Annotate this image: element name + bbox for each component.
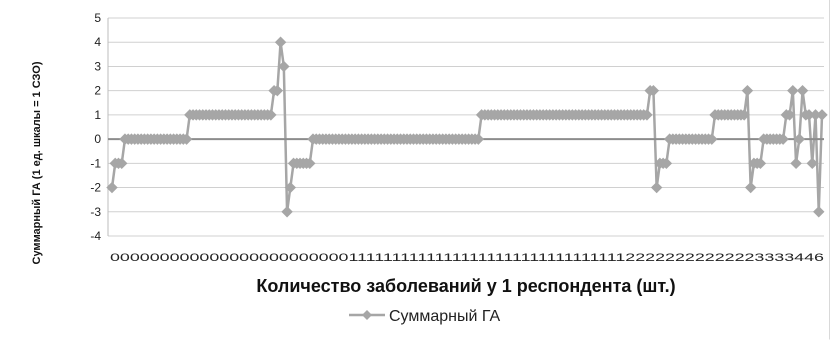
data-point	[106, 181, 118, 194]
data-point	[813, 206, 825, 218]
data-point	[284, 181, 297, 194]
series-line	[110, 40, 824, 214]
data-point	[304, 157, 316, 170]
y-tick-label: 0	[94, 132, 101, 146]
data-point	[472, 133, 485, 145]
y-tick-label: 4	[94, 35, 101, 49]
data-point	[274, 36, 287, 48]
legend-label: Суммарный ГА	[389, 308, 500, 325]
y-tick-label: -4	[90, 229, 101, 243]
y-tick-label: -2	[90, 181, 101, 195]
y-tick-label: -1	[90, 156, 101, 170]
data-point	[265, 109, 277, 121]
data-point	[777, 133, 789, 145]
y-tick-label: 5	[94, 11, 101, 25]
data-point	[787, 84, 799, 97]
data-point	[783, 109, 796, 121]
x-axis-title: Количество заболеваний у 1 респондента (…	[256, 276, 675, 296]
data-point	[738, 109, 750, 121]
data-point	[796, 84, 809, 97]
y-tick-label: 3	[94, 59, 101, 73]
y-tick-label: -3	[90, 205, 101, 219]
data-point	[790, 157, 802, 170]
data-point	[116, 157, 128, 170]
data-point	[706, 133, 718, 145]
y-tick-label: 1	[94, 108, 101, 122]
data-point	[816, 109, 828, 121]
data-point	[741, 84, 754, 97]
data-point	[278, 60, 290, 73]
data-point	[793, 133, 806, 145]
data-point	[271, 84, 284, 97]
y-tick-label: 2	[94, 84, 101, 98]
legend: Суммарный ГА	[349, 308, 500, 325]
y-axis-title: Суммарный ГА (1 ед. шкалы = 1 СЗО)	[31, 61, 43, 264]
series-line-layer	[108, 40, 824, 214]
legend-marker-icon	[362, 310, 372, 320]
data-point	[744, 181, 757, 194]
data-point	[281, 206, 293, 218]
series-markers	[106, 36, 828, 218]
x-tick-labels: 0000000000000000000000001111111111111111…	[110, 252, 824, 264]
grid-lines	[107, 17, 824, 237]
data-point	[754, 157, 767, 170]
data-point	[641, 109, 653, 121]
data-point	[650, 181, 663, 194]
data-point	[647, 84, 660, 97]
data-point	[806, 157, 818, 170]
data-point	[660, 157, 673, 170]
y-tick-labels: 5 4 3 2 1 0 -1 -2 -3 -4	[90, 11, 101, 243]
data-point	[180, 133, 193, 145]
